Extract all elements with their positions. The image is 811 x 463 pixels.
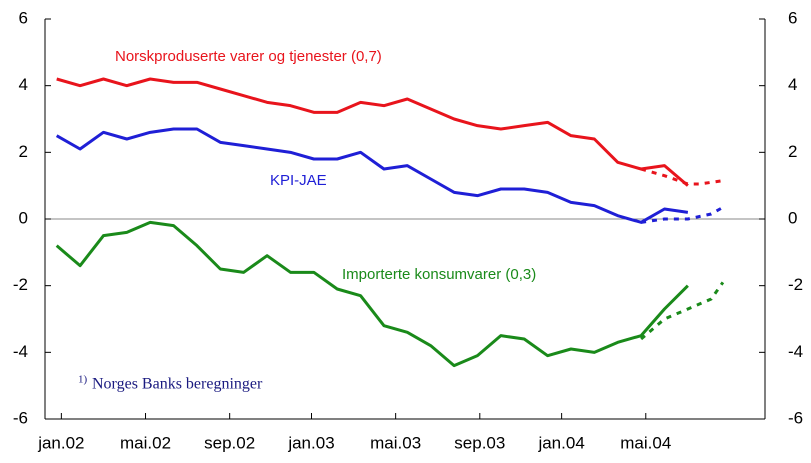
y2-tick-label: -4 — [788, 342, 803, 361]
footnote-marker: 1) — [78, 374, 88, 386]
y2-tick-label: -2 — [788, 275, 803, 294]
y-tick-label: -2 — [13, 275, 28, 294]
y-tick-label: -4 — [13, 342, 28, 361]
y-tick-label: 2 — [19, 142, 28, 161]
x-tick-label: mai.03 — [370, 433, 421, 452]
forecast-line — [640, 167, 724, 186]
y2-tick-label: 2 — [788, 142, 797, 161]
y-tick-label: 4 — [19, 75, 28, 94]
x-tick-label: sep.03 — [454, 433, 505, 452]
x-tick-label: jan.03 — [287, 433, 334, 452]
x-tick-label: mai.04 — [620, 433, 671, 452]
series-label: Importerte konsumvarer (0,3) — [342, 266, 536, 283]
x-tick-label: jan.02 — [37, 433, 84, 452]
series-line — [55, 127, 689, 224]
x-tick-label: jan.04 — [537, 433, 584, 452]
series-label: KPI-JAE — [270, 172, 327, 189]
y-tick-label: 0 — [19, 208, 28, 227]
forecast-line — [640, 206, 724, 224]
footnote: Norges Banks beregninger — [92, 376, 263, 393]
y2-tick-label: 0 — [788, 208, 797, 227]
series-line — [55, 220, 689, 368]
forecast-line — [640, 281, 725, 341]
y2-tick-label: 4 — [788, 75, 797, 94]
series-line — [56, 77, 689, 187]
series-label: Norskproduserte varer og tjenester (0,7) — [115, 48, 382, 65]
x-tick-label: mai.02 — [120, 433, 171, 452]
y2-tick-label: -6 — [788, 408, 803, 427]
y2-tick-label: 6 — [788, 8, 797, 27]
x-tick-label: sep.02 — [204, 433, 255, 452]
y-tick-label: -6 — [13, 408, 28, 427]
y-tick-label: 6 — [19, 8, 28, 27]
